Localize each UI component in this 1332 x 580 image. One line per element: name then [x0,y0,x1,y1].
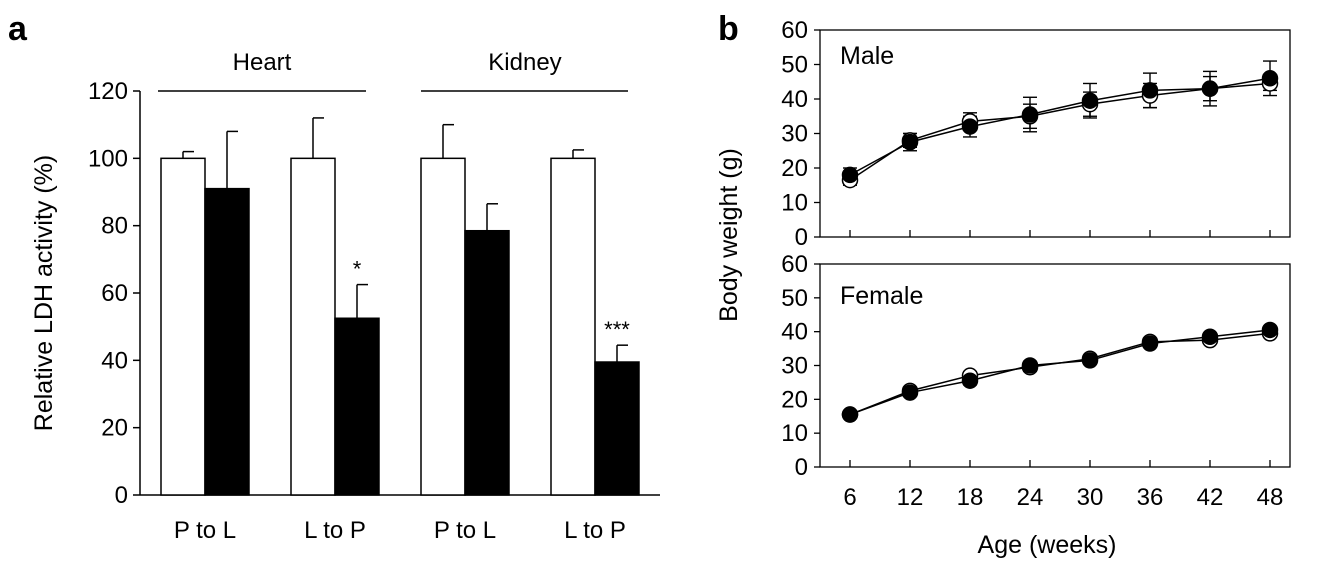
x-tick-label-b: 6 [843,484,856,511]
data-point-filled [841,166,859,184]
bar [204,187,250,496]
x-tick-labels-a: P to L L to P P to L L to P [174,517,626,544]
subplot-female: Female 0 10 20 30 40 50 60 [781,251,1291,481]
y-axis-title-b: Body weight (g) [715,148,743,322]
y-tick-label-a: 0 [115,482,128,509]
y-tick-label-b: 40 [781,86,808,113]
y-tick-label-a: 100 [88,145,128,172]
x-tick-label-b: 30 [1077,484,1104,511]
bar [160,157,206,496]
data-point-filled [901,384,919,401]
y-tick-label-b: 0 [795,224,808,251]
bar [594,361,640,496]
data-point-filled [841,406,859,423]
series-line [849,77,1271,176]
x-tick-label-a: P to L [174,517,236,544]
panel-b: b Body weight (g) Age (weeks) Male 0 10 20… [715,10,1291,559]
y-tick-label-b: 30 [781,121,808,148]
bar [334,317,380,496]
x-tick-label-b: 42 [1197,484,1224,511]
axes-a: 0 20 40 60 80 100 120 [88,78,660,509]
x-axis-title-b: Age (weeks) [978,531,1117,559]
y-tick-label-b: 40 [781,319,808,346]
x-tick-label-b: 24 [1017,484,1044,511]
data-point-filled [961,118,979,135]
data-point-filled [901,133,919,151]
data-point-filled [1201,80,1219,97]
y-tick-label-b: 50 [781,52,808,79]
x-tick-label-a: L to P [564,517,626,544]
y-tick-label-b: 10 [781,190,808,217]
y-tick-label-b: 0 [795,454,808,481]
data-point-filled [1021,106,1039,123]
panel-label-a: a [8,10,28,48]
bar [290,157,336,496]
bar [550,157,596,496]
x-tick-labels-b: 6 12 18 24 30 36 42 48 [843,484,1283,511]
y-tick-label-b: 60 [781,251,808,278]
x-tick-label-a: L to P [304,517,366,544]
y-tick-label-a: 120 [88,78,128,105]
significance-marker: * [353,257,362,282]
data-point-filled [1201,328,1219,345]
group-label-heart: Heart [233,49,292,76]
data-point-filled [961,372,979,389]
y-tick-label-a: 80 [101,213,128,240]
data-point-filled [1261,70,1279,87]
data-point-filled [1081,92,1099,109]
panel-a: a Relative LDH activity (%) Heart Kidney… [8,10,660,544]
y-axis-title-a: Relative LDH activity (%) [30,155,58,431]
y-tick-label-a: 60 [101,280,128,307]
data-point-filled [1021,357,1039,374]
y-tick-label-b: 20 [781,386,808,413]
subplot-title-female: Female [840,282,923,310]
y-tick-label-a: 40 [101,347,128,374]
y-tick-label-a: 20 [101,415,128,442]
series-line [849,82,1271,181]
bars-a: **** [160,117,640,496]
bar [420,157,466,496]
series-line [849,329,1271,416]
y-tick-label-b: 10 [781,420,808,447]
x-tick-label-b: 48 [1257,484,1284,511]
panel-label-b: b [718,10,739,48]
data-point-filled [1141,335,1159,352]
x-tick-label-b: 12 [897,484,924,511]
y-tick-label-b: 30 [781,353,808,380]
data-point-filled [1261,321,1279,339]
y-tick-label-b: 60 [781,17,808,44]
y-tick-label-b: 20 [781,155,808,182]
bar [464,229,510,496]
x-tick-label-b: 18 [957,484,984,511]
subplot-male: Male 0 10 20 30 40 50 60 [781,17,1291,251]
data-point-filled [1081,352,1099,369]
significance-marker: *** [604,317,630,342]
subplot-title-male: Male [840,42,894,70]
x-tick-label-a: P to L [434,517,496,544]
data-point-filled [1141,82,1159,99]
group-label-kidney: Kidney [488,49,561,76]
y-tick-label-b: 50 [781,285,808,312]
x-tick-label-b: 36 [1137,484,1164,511]
